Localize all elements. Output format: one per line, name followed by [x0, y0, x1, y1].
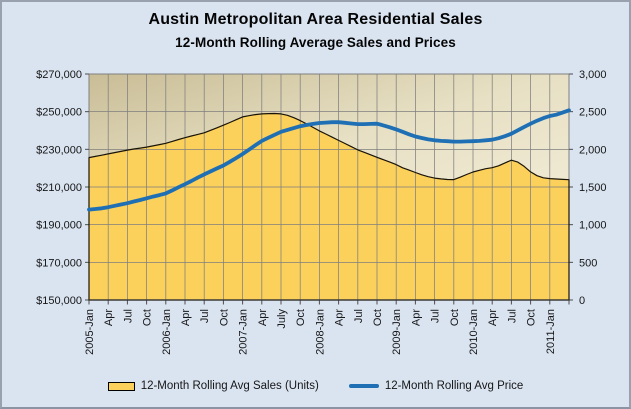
- left-axis-label: $150,000: [36, 295, 82, 307]
- price-line-series: [87, 108, 571, 212]
- right-axis-label: 0: [579, 295, 585, 307]
- right-axis-label: 2,500: [579, 107, 607, 119]
- tick-marks: [85, 73, 573, 305]
- x-tick-label: Oct: [295, 309, 307, 326]
- x-tick-label: Oct: [449, 309, 461, 326]
- x-tick-label: Apr: [410, 309, 422, 326]
- left-axis-label: $230,000: [36, 144, 82, 156]
- right-axis-label: 3,000: [579, 69, 607, 81]
- x-tick-label: 2008-Jan: [314, 309, 326, 355]
- right-axis-label: 1,000: [579, 220, 607, 232]
- x-tick-label: Apr: [103, 309, 115, 326]
- chart-subtitle: 12-Month Rolling Average Sales and Price…: [175, 35, 456, 50]
- sales-area-outline: [88, 112, 570, 301]
- x-tick-label: Jul: [122, 309, 134, 323]
- x-tick-label: Jul: [506, 309, 518, 323]
- legend: 12-Month Rolling Avg Sales (Units) 12-Mo…: [2, 380, 629, 392]
- x-tick-label: Oct: [218, 309, 230, 326]
- x-tick-label: Apr: [334, 309, 346, 326]
- x-tick-label: Oct: [372, 309, 384, 326]
- left-axis-label: $210,000: [36, 182, 82, 194]
- x-axis-labels: 2005-Jan Apr Jul Oct 2006-Jan Apr Jul Oct 2007-J…: [84, 309, 557, 355]
- x-tick-label: Apr: [487, 309, 499, 326]
- x-tick-label: 2009-Jan: [391, 309, 403, 355]
- right-axis-label: 2,000: [579, 144, 607, 156]
- left-axis-label: $190,000: [36, 220, 82, 232]
- legend-item-price: 12-Month Rolling Avg Price: [348, 380, 524, 392]
- left-axis-label: $170,000: [36, 257, 82, 269]
- x-tick-label: Jul: [199, 309, 211, 323]
- right-axis-labels: 3,000 2,500 2,000 1,500 1,000 500 0: [579, 69, 607, 307]
- left-axis-labels: $270,000 $250,000 $230,000 $210,000 $190,000…: [36, 69, 82, 307]
- sales-area-swatch-icon: [107, 381, 135, 391]
- x-tick-label: July: [276, 309, 288, 329]
- x-tick-label: 2005-Jan: [84, 309, 96, 355]
- left-axis-label: $270,000: [36, 69, 82, 81]
- price-line-swatch-icon: [348, 384, 379, 388]
- x-tick-label: 2006-Jan: [161, 309, 173, 355]
- x-tick-label: Apr: [257, 309, 269, 326]
- left-axis-label: $250,000: [36, 107, 82, 119]
- chart-title: Austin Metropolitan Area Residential Sal…: [148, 11, 483, 28]
- x-tick-label: Oct: [142, 309, 154, 326]
- x-tick-label: 2007-Jan: [238, 309, 250, 355]
- x-tick-label: Apr: [180, 309, 192, 326]
- x-tick-label: 2010-Jan: [468, 309, 480, 355]
- x-tick-label: 2011-Jan: [545, 309, 557, 354]
- sales-area-fill: [89, 113, 569, 300]
- legend-item-sales: 12-Month Rolling Avg Sales (Units): [107, 380, 319, 392]
- x-tick-label: Jul: [430, 309, 442, 323]
- right-axis-label: 500: [579, 257, 597, 269]
- x-tick-label: Oct: [526, 309, 538, 326]
- legend-label-price: 12-Month Rolling Avg Price: [384, 380, 524, 392]
- legend-label-sales: 12-Month Rolling Avg Sales (Units): [140, 380, 319, 392]
- x-tick-label: Jul: [353, 309, 365, 323]
- right-axis-label: 1,500: [579, 182, 607, 194]
